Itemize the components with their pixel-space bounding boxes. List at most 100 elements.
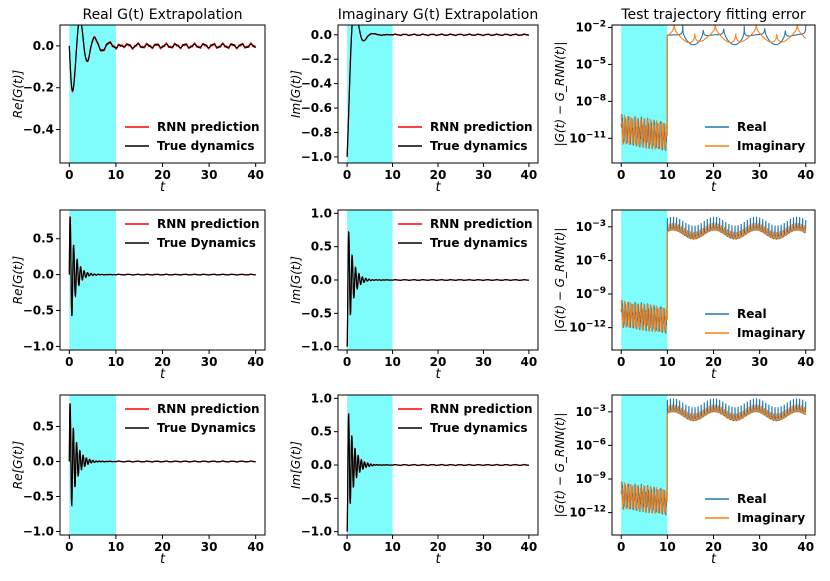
y-tick-label: 10−12	[569, 505, 606, 520]
x-tick-label: 10	[108, 355, 125, 369]
legend-label: RNN prediction	[157, 402, 260, 416]
legend-label: Imaginary	[737, 139, 805, 153]
series-line-true-dynamics	[68, 216, 256, 317]
data-lines	[68, 25, 257, 93]
x-tick-label: 20	[154, 355, 171, 369]
y-tick-label: 1.0	[311, 391, 332, 405]
x-tick-label: 20	[430, 540, 447, 554]
y-axis-label: Re[G(t)]	[11, 255, 25, 304]
y-tick-label: 0.0	[311, 458, 332, 472]
panel-title: Imaginary G(t) Extrapolation	[338, 7, 538, 23]
y-axis-label: Re[G(t)]	[11, 440, 25, 489]
y-tick-label: −0.2	[301, 52, 332, 66]
y-tick-label: 10−9	[575, 286, 606, 301]
legend-label: True dynamics	[157, 139, 255, 153]
x-tick-label: 10	[384, 168, 401, 182]
y-tick-label: −1.0	[301, 525, 332, 539]
x-tick-label: 10	[384, 540, 401, 554]
x-tick-label: 0	[617, 355, 625, 369]
y-axis-label: Re[G(t)]	[11, 69, 25, 118]
data-lines	[620, 216, 807, 334]
data-lines	[620, 25, 807, 152]
x-tick-label: 0	[617, 168, 625, 182]
x-axis-label: t	[160, 552, 166, 567]
series-line-true-dynamics	[68, 403, 256, 507]
panel-title: Real G(t) Extrapolation	[82, 7, 242, 23]
x-tick-label: 20	[705, 168, 722, 182]
y-tick-label: 1.0	[311, 206, 332, 220]
chart-panel-1: 0 10 20 30 40 t 0.0 −0.2 −0.4 Re[G(t)] Real G(t) E…	[11, 7, 266, 195]
y-axis-label: Im[G(t)]	[289, 256, 303, 304]
x-tick-label: 30	[475, 540, 492, 554]
chart-panel-6: 0 10 20 30 40 t 10−3 10−6 10−9 10−12|G(t) − G_RNN…	[553, 209, 816, 382]
x-tick-label: 20	[154, 540, 171, 554]
data-lines	[620, 398, 807, 516]
data-lines	[346, 412, 530, 532]
legend-label: RNN prediction	[430, 120, 533, 134]
y-tick-label: 0.0	[311, 273, 332, 287]
y-axis-label: |G(t) − G_RNN(t)|	[553, 42, 567, 147]
x-tick-label: 40	[797, 168, 814, 182]
y-tick-label: 10−3	[575, 219, 606, 234]
x-tick-label: 40	[521, 540, 538, 554]
legend-label: Real	[737, 492, 767, 506]
x-tick-label: 0	[65, 168, 73, 182]
x-tick-label: 40	[797, 540, 814, 554]
y-tick-label: 10−6	[575, 252, 606, 267]
chart-panel-4: 0 10 20 30 40 t 0.5 0.0 −0.5 −1.0 Re[G(t)] RNN pred…	[11, 209, 266, 382]
data-lines	[346, 230, 530, 347]
x-tick-label: 0	[343, 168, 351, 182]
x-tick-label: 10	[659, 168, 676, 182]
y-tick-label: −0.6	[301, 101, 332, 115]
legend-label: RNN prediction	[430, 217, 533, 231]
chart-panel-7: 0 10 20 30 40 t 0.5 0.0 −0.5 −1.0 Re[G(t)] RNN pred…	[11, 394, 266, 567]
x-tick-label: 20	[154, 168, 171, 182]
x-tick-label: 10	[659, 540, 676, 554]
series-line-real	[620, 216, 807, 334]
y-tick-label: −0.5	[301, 491, 332, 505]
series-line-imaginary	[620, 404, 807, 515]
training-region-shade	[347, 25, 393, 163]
y-tick-label: 10−2	[575, 19, 606, 34]
y-tick-label: −1.0	[301, 150, 332, 164]
x-tick-label: 40	[521, 168, 538, 182]
data-lines	[68, 403, 256, 507]
y-tick-label: −0.5	[301, 306, 332, 320]
y-tick-label: 10−8	[575, 93, 606, 108]
series-line-true-dynamics	[346, 412, 529, 532]
x-tick-label: 40	[247, 168, 264, 182]
series-line-real	[620, 398, 807, 516]
y-tick-label: 10−3	[575, 404, 606, 419]
training-region-shade	[621, 25, 668, 163]
y-tick-label: 10−6	[575, 437, 606, 452]
chart-panel-2: 0 10 20 30 40 t 0.0 −0.2 −0.4 −0.6 −0.8 −1.0 Im[G(t)…	[289, 7, 539, 195]
x-axis-label: t	[435, 552, 441, 567]
series-line-true-dynamics	[346, 25, 529, 157]
x-axis-label: t	[435, 367, 441, 382]
y-tick-label: −1.0	[23, 525, 54, 539]
panel-title: Test trajectory fitting error	[620, 7, 806, 23]
training-region-shade	[621, 395, 668, 535]
y-tick-label: −0.8	[301, 125, 332, 139]
y-tick-label: −0.5	[23, 490, 54, 504]
x-tick-label: 10	[108, 168, 125, 182]
x-tick-label: 40	[797, 355, 814, 369]
y-tick-label: −0.2	[23, 81, 54, 95]
x-tick-label: 30	[201, 168, 218, 182]
y-tick-label: 10−5	[575, 56, 606, 71]
legend-label: Imaginary	[737, 326, 805, 340]
chart-panel-9: 0 10 20 30 40 t 10−3 10−6 10−9 10−12|G(t) − G_RNN…	[553, 394, 816, 567]
x-tick-label: 20	[705, 355, 722, 369]
training-region-shade	[69, 210, 116, 350]
x-axis-label: t	[711, 367, 717, 382]
y-tick-label: 0.5	[33, 232, 54, 246]
chart-panel-3: 0 10 20 30 40 t 10−2 10−5 10−8 10−11|G(t) − G_RNN…	[553, 7, 816, 195]
y-tick-label: 10−12	[569, 320, 606, 335]
legend-label: Real	[737, 120, 767, 134]
x-tick-label: 0	[343, 540, 351, 554]
y-tick-label: −0.4	[301, 77, 332, 91]
x-tick-label: 30	[201, 355, 218, 369]
x-tick-label: 20	[430, 355, 447, 369]
x-axis-label: t	[435, 180, 441, 195]
